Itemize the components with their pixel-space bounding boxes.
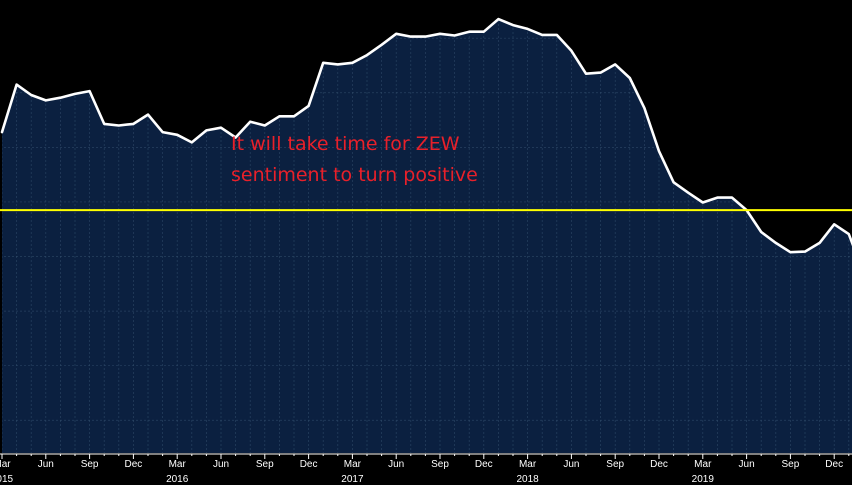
- x-tick-label: Mar: [519, 459, 537, 470]
- x-tick-label: Sep: [431, 459, 449, 470]
- x-tick-label: Sep: [256, 459, 274, 470]
- annotation-line-2: sentiment to turn positive: [231, 164, 478, 186]
- series-line: [0, 17, 852, 254]
- x-tick-label: Sep: [782, 459, 800, 470]
- x-tick-year: 2019: [692, 474, 715, 485]
- x-tick-year: 2016: [166, 474, 189, 485]
- grid-layer: [2, 19, 852, 453]
- x-tick-label: Mar: [344, 459, 362, 470]
- line-layer: [0, 17, 852, 254]
- x-tick-label: Mar: [694, 459, 712, 470]
- x-tick-label: Sep: [606, 459, 624, 470]
- x-tick-year: 2018: [516, 474, 539, 485]
- x-tick-label: Jun: [388, 459, 404, 470]
- x-tick-label: Sep: [81, 459, 99, 470]
- x-tick-label: Jun: [213, 459, 229, 470]
- x-tick-label: Dec: [300, 459, 318, 470]
- x-tick-label: Dec: [475, 459, 493, 470]
- area-layer: [2, 19, 852, 453]
- x-axis: Mar 2015 Jun Sep Dec Mar 2016 Jun Sep Dec Mar 2017 J…: [0, 453, 852, 485]
- annotation-line-1: It will take time for ZEW: [231, 133, 460, 155]
- x-tick-year: 2015: [0, 474, 14, 485]
- x-tick-label: Dec: [650, 459, 668, 470]
- x-tick-label: Jun: [38, 459, 54, 470]
- x-tick-label: Mar: [0, 459, 11, 470]
- x-tick-label: Jun: [563, 459, 579, 470]
- series-area: [2, 19, 852, 453]
- x-tick-year: 2017: [341, 474, 364, 485]
- grid-lines: [2, 19, 852, 453]
- x-tick-label: Mar: [169, 459, 187, 470]
- x-tick-label: Dec: [125, 459, 143, 470]
- x-tick-label: Jun: [739, 459, 755, 470]
- x-tick-label: Dec: [825, 459, 843, 470]
